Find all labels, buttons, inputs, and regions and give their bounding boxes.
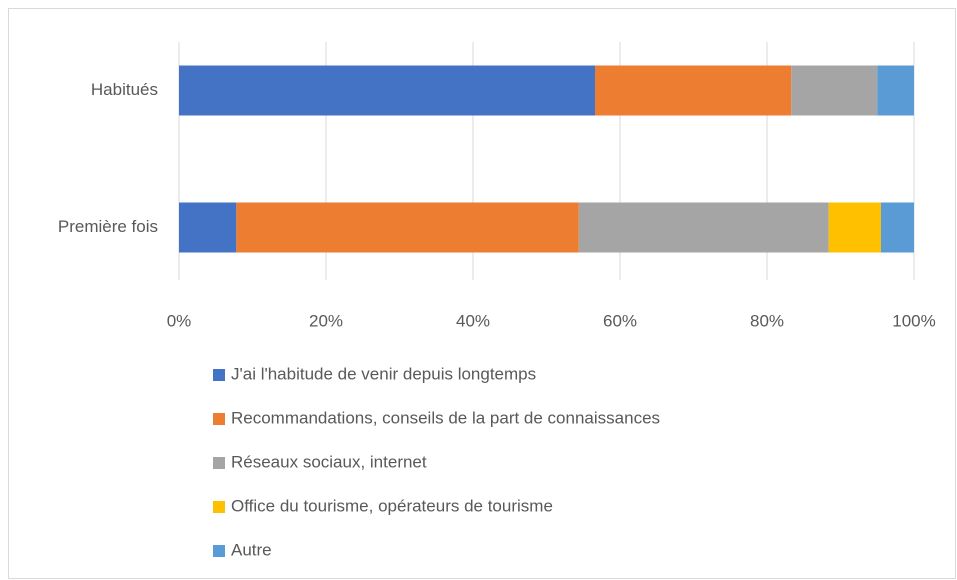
bar-segment bbox=[880, 202, 914, 253]
x-tick-label: 80% bbox=[750, 311, 784, 330]
x-tick-label: 40% bbox=[456, 311, 490, 330]
bar-segment bbox=[791, 65, 878, 116]
bar-segment bbox=[179, 65, 596, 116]
legend-swatch bbox=[213, 545, 225, 557]
bar-segment bbox=[595, 65, 792, 116]
bar-segment bbox=[179, 202, 237, 253]
legend-swatch bbox=[213, 501, 225, 513]
y-tick-label: Première fois bbox=[58, 217, 158, 236]
legend-label: Recommandations, conseils de la part de … bbox=[231, 408, 660, 427]
legend-label: Office du tourisme, opérateurs de touris… bbox=[231, 496, 553, 515]
x-tick-label: 100% bbox=[892, 311, 935, 330]
bar-segment bbox=[578, 202, 829, 253]
legend-swatch bbox=[213, 369, 225, 381]
y-tick-label: Habitués bbox=[91, 80, 158, 99]
legend-label: J'ai l'habitude de venir depuis longtemp… bbox=[231, 364, 536, 383]
legend-swatch bbox=[213, 413, 225, 425]
bar-segment bbox=[877, 65, 914, 116]
bar-segment bbox=[236, 202, 579, 253]
x-tick-label: 0% bbox=[167, 311, 192, 330]
legend-swatch bbox=[213, 457, 225, 469]
legend-label: Autre bbox=[231, 540, 272, 559]
x-tick-label: 60% bbox=[603, 311, 637, 330]
x-tick-label: 20% bbox=[309, 311, 343, 330]
bar-segment bbox=[828, 202, 881, 253]
legend-label: Réseaux sociaux, internet bbox=[231, 452, 427, 471]
